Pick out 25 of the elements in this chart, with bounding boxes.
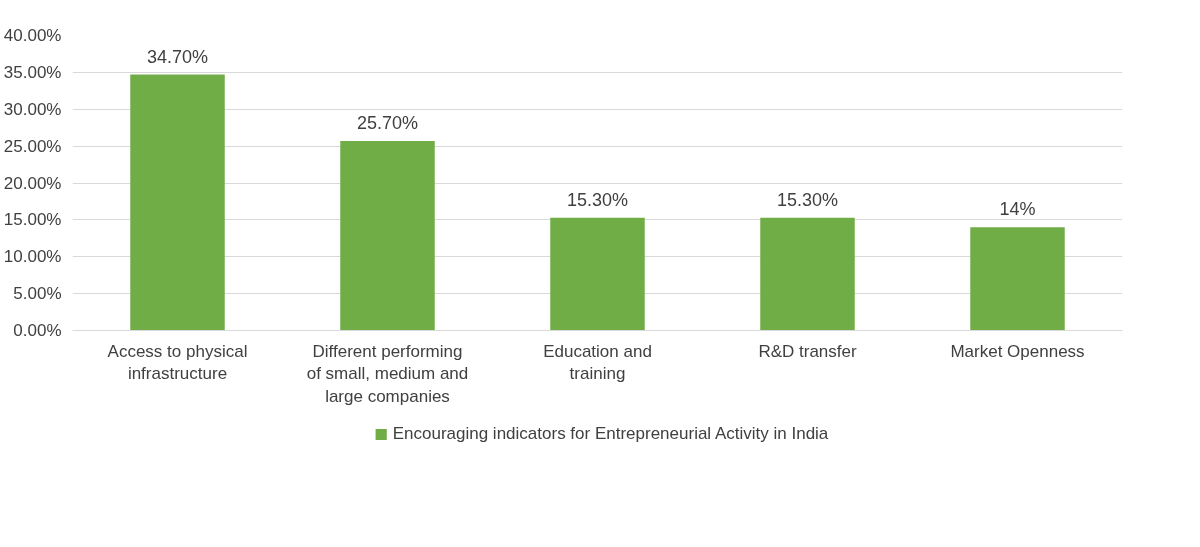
data-label: 25.70% (356, 112, 419, 133)
x-tick-label: Different performing of small, medium and large companies (306, 341, 469, 407)
y-tick-label: 5.00% (13, 284, 62, 304)
y-tick-label: 25.00% (3, 136, 62, 156)
bar (130, 74, 225, 331)
bar (340, 140, 435, 331)
data-label: 15.30% (566, 189, 629, 210)
y-tick-label: 20.00% (3, 173, 62, 193)
x-tick-label: R&D transfer (758, 341, 857, 361)
data-label: 34.70% (146, 46, 209, 67)
bar (970, 227, 1065, 331)
y-tick-label: 15.00% (3, 210, 62, 230)
y-tick-label: 35.00% (3, 62, 62, 82)
y-tick-label: 40.00% (3, 26, 62, 45)
bar (760, 217, 855, 331)
x-tick-label: Market Openness (950, 341, 1085, 361)
legend-label: Encouraging indicators for Entrepreneurial Activity in India (392, 424, 829, 444)
y-tick-label: 0.00% (13, 321, 62, 340)
y-tick-label: 30.00% (3, 99, 62, 119)
data-label: 14% (999, 199, 1036, 220)
data-label: 15.30% (776, 189, 839, 210)
y-tick-label: 10.00% (3, 247, 62, 267)
x-tick-label: Access to physical infrastructure (107, 341, 248, 384)
bar (550, 217, 645, 331)
x-tick-label: Education and training (543, 341, 652, 384)
